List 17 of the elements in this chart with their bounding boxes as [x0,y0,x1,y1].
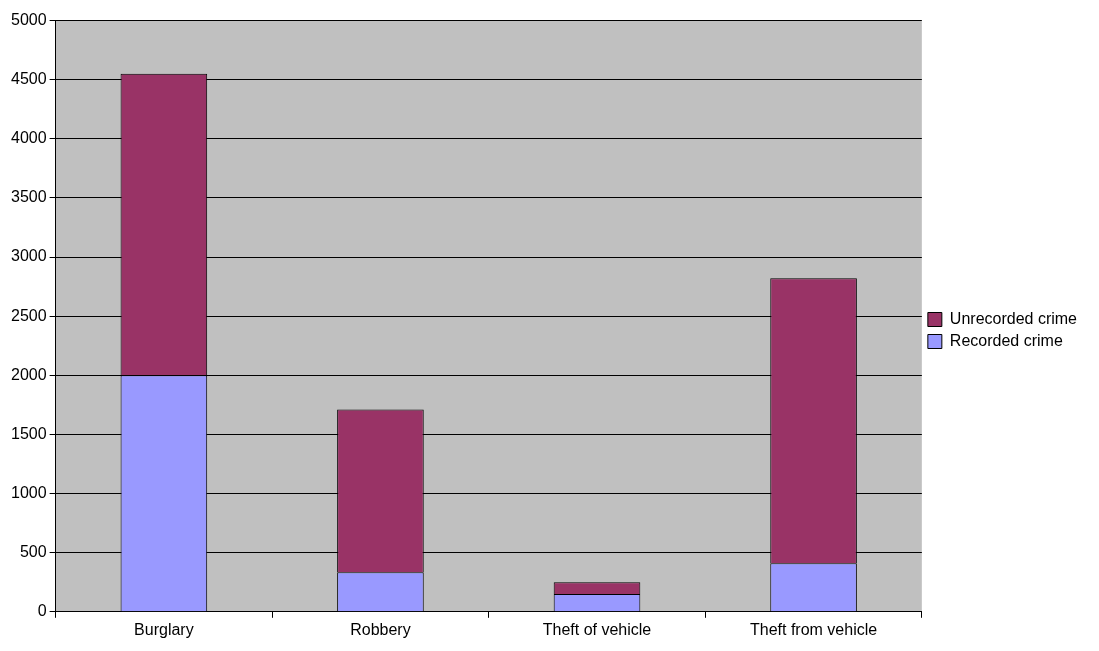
y-tick-label: 2500 [11,306,47,324]
y-tick-label: 3500 [11,188,47,206]
y-tick-label: 500 [19,543,47,561]
y-tick-label: 1500 [11,424,47,442]
y-tick-label: 4000 [11,129,47,147]
legend-label: Recorded crime [949,331,1063,349]
y-tick-label: 3000 [11,247,47,265]
legend-label: Unrecorded crime [949,309,1078,327]
x-tick-label: Theft from vehicle [749,620,878,638]
y-tick-label: 5000 [11,11,47,29]
y-tick-label: 4500 [11,70,47,88]
y-tick-label: 2000 [11,365,47,383]
x-tick-label: Burglary [134,620,194,638]
y-tick-label: 0 [37,602,47,620]
x-tick-label: Robbery [350,620,411,638]
x-tick-label: Theft of vehicle [542,620,652,638]
y-tick-label: 1000 [11,483,47,501]
